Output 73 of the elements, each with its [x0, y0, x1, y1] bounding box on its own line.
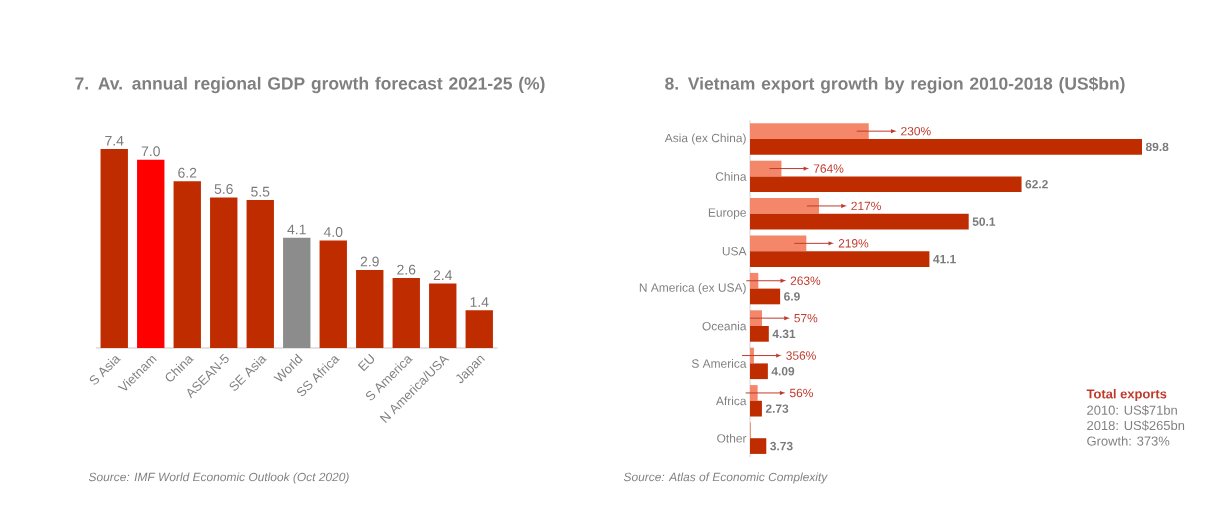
- data-label: 50.1: [972, 217, 996, 226]
- annotation: 56%: [789, 388, 813, 398]
- y-tick-label: China: [715, 172, 747, 181]
- y-tick-label: N America (ex USA): [639, 283, 746, 295]
- data-label: 2.6: [397, 264, 416, 275]
- bar: [750, 272, 759, 289]
- data-label: 2.73: [765, 404, 789, 413]
- bar: [750, 310, 763, 326]
- bar: [750, 176, 1022, 193]
- data-label: 2.9: [360, 256, 379, 267]
- bar: [750, 288, 781, 305]
- bar: [750, 326, 769, 342]
- bar: [100, 149, 128, 348]
- data-label: 41.1: [933, 254, 956, 264]
- bar: [246, 200, 274, 348]
- bar: [750, 160, 782, 177]
- bar: [356, 270, 384, 348]
- bar: [319, 240, 347, 348]
- data-label: 4.0: [323, 227, 343, 237]
- data-label: 4.09: [771, 367, 795, 376]
- chart-title: 8. Vietnam export growth by region 2010-2018 (US$bn): [665, 76, 1125, 94]
- x-tick-label: EU: [357, 353, 375, 372]
- bar: [750, 139, 1143, 155]
- annotation: 2010: US$71bn: [1087, 405, 1177, 416]
- x-tick-label: SE Asia: [229, 356, 267, 391]
- y-tick-label: Asia (ex China): [664, 133, 746, 145]
- annotation: 764%: [813, 164, 844, 173]
- bar: [750, 235, 807, 252]
- annotation: 217%: [851, 201, 881, 211]
- y-tick-label: USA: [722, 246, 747, 256]
- annotation: 219%: [838, 239, 869, 248]
- chart-title: 7. Av. annual regional GDP growth forecast 2021-25 (%): [75, 76, 545, 94]
- data-label: 5.5: [251, 186, 270, 197]
- data-label: 4.1: [287, 224, 306, 235]
- annotation: 230%: [901, 126, 931, 136]
- bar: [750, 347, 754, 364]
- bar: [429, 283, 457, 348]
- data-label: 2.4: [433, 270, 453, 280]
- source-note: Source: IMF World Economic Outlook (Oct 2020): [88, 472, 349, 484]
- annotation: 356%: [786, 351, 816, 360]
- bar: [750, 213, 969, 230]
- y-tick-label: Africa: [715, 396, 747, 406]
- source-note: Source: Atlas of Economic Complexity: [623, 472, 828, 484]
- annotation: Growth: 373%: [1087, 436, 1170, 446]
- data-label: 5.6: [214, 184, 233, 194]
- data-label: 62.2: [1025, 180, 1048, 189]
- y-tick-label: Europe: [708, 208, 746, 220]
- data-label: 4.31: [772, 329, 796, 339]
- annotation: 57%: [794, 313, 818, 323]
- bar: [465, 310, 493, 348]
- bar: [750, 123, 869, 139]
- bar: [750, 198, 819, 214]
- data-label: 6.2: [178, 167, 197, 178]
- bar: [210, 197, 238, 348]
- data-label: 89.8: [1145, 142, 1169, 152]
- bar: [173, 181, 201, 348]
- bar: [750, 363, 768, 380]
- bar: [750, 400, 762, 417]
- y-tick-label: Oceania: [702, 321, 747, 331]
- bar: [283, 237, 311, 348]
- data-label: 7.4: [105, 135, 124, 146]
- annotation: 263%: [790, 276, 821, 285]
- bar: [137, 159, 165, 348]
- annotation: Total exports: [1086, 388, 1167, 402]
- data-label: 1.4: [470, 297, 489, 307]
- data-label: 7.0: [141, 146, 160, 157]
- y-tick-label: Other: [717, 433, 747, 443]
- bar: [750, 251, 930, 267]
- bar: [392, 278, 420, 348]
- annotation: 2018: US$265bn: [1087, 420, 1185, 431]
- data-label: 3.73: [770, 441, 793, 451]
- bar: [750, 438, 767, 454]
- data-label: 6.9: [784, 292, 800, 301]
